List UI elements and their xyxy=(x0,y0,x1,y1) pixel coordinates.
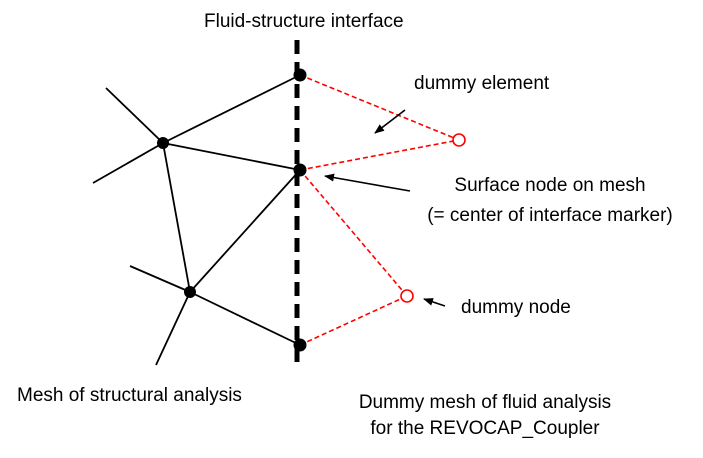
surface-node-label: Surface node on mesh (= center of interf… xyxy=(400,174,700,228)
interface-label: Fluid-structure interface xyxy=(204,11,404,32)
mesh-edge xyxy=(129,265,191,293)
surface-node-label-line1: Surface node on mesh xyxy=(454,175,646,196)
surface-node xyxy=(293,68,307,82)
annotation-arrows xyxy=(324,109,446,307)
structural-mesh-label: Mesh of structural analysis xyxy=(17,385,242,406)
fluid-mesh-label: Dummy mesh of fluid analysis for the REV… xyxy=(325,391,645,441)
mesh-edge xyxy=(155,291,191,366)
structural-mesh xyxy=(92,74,301,366)
surface-nodes xyxy=(293,68,307,352)
dummy-edge xyxy=(299,74,460,141)
dummy-edge xyxy=(299,295,408,346)
mesh-edge xyxy=(162,142,301,171)
dummy-node xyxy=(452,133,466,147)
surface-node-arrow xyxy=(324,173,411,192)
dummy-node-arrow xyxy=(423,298,446,307)
fluid-mesh-label-line1: Dummy mesh of fluid analysis xyxy=(358,392,612,413)
dummy-nodes xyxy=(400,133,466,303)
surface-node xyxy=(293,163,307,177)
mesh-edge xyxy=(189,291,301,346)
surface-node-label-line2: (= center of interface marker) xyxy=(427,205,673,226)
mesh-node xyxy=(157,137,169,149)
dummy-node xyxy=(400,289,414,303)
surface-node xyxy=(293,338,307,352)
structural-nodes xyxy=(157,137,196,298)
dummy-edge xyxy=(299,169,408,297)
mesh-edge xyxy=(105,87,164,144)
mesh-edge xyxy=(162,142,191,293)
dummy-mesh xyxy=(299,74,460,346)
mesh-edge xyxy=(189,169,301,293)
mesh-edge xyxy=(92,142,164,184)
dummy-edge xyxy=(299,139,460,171)
dummy-element-label: dummy element xyxy=(414,73,550,94)
mesh-node xyxy=(184,286,196,298)
dummy-node-label: dummy node xyxy=(461,297,571,318)
mesh-edge xyxy=(162,74,301,144)
fluid-mesh-label-line2: for the REVOCAP_Coupler xyxy=(370,418,600,439)
dummy-element-arrow xyxy=(374,109,406,134)
